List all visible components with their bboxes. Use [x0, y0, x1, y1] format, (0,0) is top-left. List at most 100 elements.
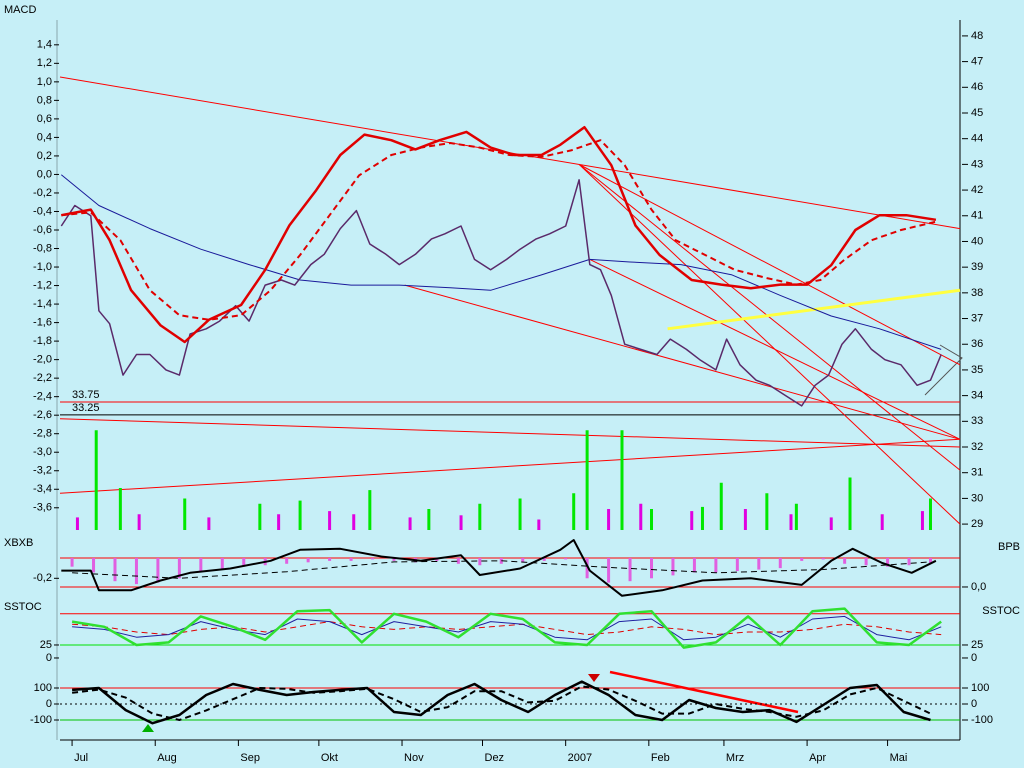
- x-tick-label: Mai: [890, 752, 908, 764]
- bpb-bar: [92, 557, 96, 573]
- y2-tick-label: 39: [971, 261, 983, 273]
- y-tick-label: 0,8: [37, 94, 52, 106]
- y-tick-label: 0,2: [37, 150, 52, 162]
- y-tick-label: -0,2: [33, 572, 52, 584]
- y2-tick-label: 46: [971, 81, 983, 93]
- volume-bar: [328, 511, 332, 530]
- bpb-bar: [478, 557, 482, 566]
- bpb-bar: [735, 557, 739, 572]
- bpb-bar: [778, 557, 782, 569]
- bpb-bar: [371, 557, 375, 560]
- x-tick-label: Feb: [651, 752, 670, 764]
- trendline: [404, 284, 961, 440]
- y2-tick-label: 31: [971, 467, 983, 479]
- x-tick-label: Aug: [157, 752, 177, 764]
- series-line: [61, 139, 937, 321]
- trendline: [667, 288, 961, 331]
- volume-bar: [719, 482, 723, 530]
- bpb-bar: [585, 557, 589, 579]
- volume-bar: [258, 503, 262, 530]
- volume-bar: [928, 498, 932, 530]
- series-line: [61, 539, 937, 597]
- y2-tick-label: 45: [971, 107, 983, 119]
- y-tick-label: -0,4: [33, 205, 52, 217]
- volume-bar: [789, 514, 793, 530]
- bpb-bar: [692, 557, 696, 573]
- x-tick-label: Jul: [74, 752, 88, 764]
- y2-tick-label: 0: [971, 698, 977, 710]
- bpb-bar: [499, 557, 503, 564]
- bpb-bar: [800, 557, 804, 561]
- bpb-bar: [70, 557, 74, 567]
- y-tick-label: -3,4: [33, 483, 52, 495]
- trendline: [59, 438, 961, 494]
- series-line: [72, 560, 931, 579]
- trendline: [578, 164, 961, 525]
- y-tick-label: -100: [30, 714, 52, 726]
- bpb-bar: [714, 557, 718, 573]
- y2-tick-label: 33: [971, 415, 983, 427]
- x-tick-label: 2007: [568, 752, 592, 764]
- volume-bar: [848, 477, 852, 530]
- y-tick-label: -2,8: [33, 428, 52, 440]
- volume-bar: [880, 514, 884, 530]
- trendline: [59, 418, 961, 448]
- bpb-bar: [156, 557, 160, 583]
- y-tick-label: -1,6: [33, 316, 52, 328]
- volume-bar: [75, 517, 79, 530]
- series-line: [71, 685, 931, 721]
- volume-bar: [459, 515, 463, 530]
- x-tick-label: Dez: [485, 752, 505, 764]
- y-tick-label: -2,4: [33, 391, 52, 403]
- volume-bar: [829, 517, 833, 530]
- bpb-bar: [242, 557, 246, 567]
- buy-signal: [142, 724, 154, 732]
- y2-tick-label: 32: [971, 441, 983, 453]
- bpb-bar: [821, 557, 825, 560]
- y2-tick-label: 43: [971, 158, 983, 170]
- y2-tick-label: 25: [971, 639, 983, 651]
- bpb-bar: [671, 557, 675, 576]
- y2-tick-label: 42: [971, 184, 983, 196]
- bpb-bar: [907, 557, 911, 566]
- volume-bar: [620, 430, 624, 530]
- bpb-bar: [886, 557, 890, 567]
- y-tick-label: -3,0: [33, 446, 52, 458]
- bpb-bar: [306, 557, 310, 563]
- bpb-bar: [864, 557, 868, 566]
- volume-bar: [518, 498, 522, 530]
- y2-tick-label: 40: [971, 235, 983, 247]
- y-tick-label: 100: [34, 682, 52, 694]
- volume-bar: [352, 514, 356, 530]
- x-tick-label: Apr: [809, 752, 826, 764]
- bpb-bar: [177, 557, 181, 579]
- y2-tick-label: 100: [971, 682, 989, 694]
- x-tick-label: Okt: [321, 752, 338, 764]
- x-tick-label: Sep: [240, 752, 260, 764]
- panel-title-right: SSTOC: [982, 605, 1020, 617]
- y2-tick-label: 37: [971, 312, 983, 324]
- bpb-bar: [349, 557, 353, 561]
- volume-bar: [920, 511, 924, 530]
- bpb-bar: [564, 557, 568, 560]
- bpb-bar: [199, 557, 203, 573]
- y-tick-label: 0,4: [37, 131, 52, 143]
- y-tick-label: -1,0: [33, 261, 52, 273]
- bpb-bar: [928, 557, 932, 564]
- y2-tick-label: 30: [971, 492, 983, 504]
- series-line: [72, 621, 942, 636]
- bpb-bar: [285, 557, 289, 564]
- y-tick-label: 0,6: [37, 113, 52, 125]
- y-tick-label: 0,0: [37, 168, 52, 180]
- y-tick-label: -0,6: [33, 224, 52, 236]
- bpb-bar: [757, 557, 761, 570]
- volume-bar: [765, 493, 769, 530]
- trendline: [589, 258, 961, 440]
- volume-bar: [794, 503, 798, 530]
- series-line: [60, 174, 942, 350]
- y-tick-label: -3,6: [33, 502, 52, 514]
- y-tick-label: 1,0: [37, 76, 52, 88]
- series-line: [71, 607, 942, 649]
- y-tick-label: -0,2: [33, 187, 52, 199]
